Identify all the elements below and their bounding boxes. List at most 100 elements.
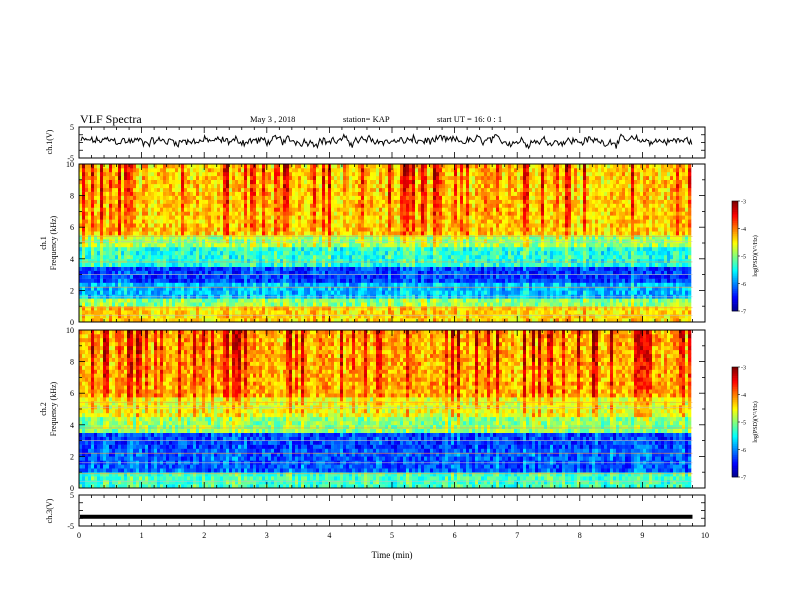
- spectrogram-cell: [550, 243, 554, 248]
- spectrogram-cell: [271, 258, 275, 263]
- spectrogram-cell: [295, 270, 299, 275]
- spectrogram-cell: [331, 306, 335, 311]
- spectrogram-cell: [379, 282, 383, 287]
- spectrogram-cell: [238, 282, 242, 287]
- spectrogram-cell: [175, 306, 179, 311]
- spectrogram-cell: [391, 314, 395, 319]
- spectrogram-cell: [559, 262, 563, 267]
- spectrogram-cell: [298, 243, 302, 248]
- spectrogram-cell: [115, 310, 119, 315]
- spectrogram-cell: [172, 278, 176, 283]
- spectrogram-cell: [583, 262, 587, 267]
- spectrogram-cell: [382, 306, 386, 311]
- spectrogram-cell: [211, 298, 215, 303]
- spectrogram-cell: [220, 274, 224, 279]
- spectrogram-cell: [247, 310, 251, 315]
- spectrogram-cell: [301, 298, 305, 303]
- spectrogram-cell: [574, 254, 578, 260]
- spectrogram-cell: [256, 266, 260, 271]
- spectrogram-cell: [208, 266, 212, 271]
- spectrogram-cell: [550, 266, 554, 271]
- spectrogram-cell: [313, 278, 317, 283]
- spectrogram-cell: [241, 290, 245, 295]
- spectrogram-cell: [418, 250, 422, 256]
- spectrogram-cell: [424, 310, 428, 315]
- spectrogram-cell: [685, 298, 689, 303]
- spectrogram-cell: [154, 258, 158, 263]
- spectrogram-cell: [373, 262, 377, 267]
- spectrogram-cell: [466, 270, 470, 275]
- spectrogram-cell: [298, 310, 302, 315]
- spectrogram-cell: [469, 254, 473, 260]
- spectrogram-cell: [154, 314, 158, 319]
- spectrogram-cell: [577, 310, 581, 315]
- spectrogram-cell: [271, 235, 275, 240]
- spectrogram-cell: [241, 278, 245, 283]
- spectrogram-cell: [334, 262, 338, 267]
- spectrogram-cell: [634, 278, 638, 283]
- spectrogram-cell: [148, 290, 152, 295]
- spectrogram-cell: [547, 298, 551, 303]
- spectrogram-cell: [295, 306, 299, 311]
- spectrogram-cell: [112, 246, 116, 252]
- spectrogram-cell: [349, 302, 353, 307]
- spectrogram-cell: [94, 227, 98, 232]
- spectrogram-cell: [499, 246, 503, 252]
- spectrogram-cell: [646, 290, 650, 295]
- spectrogram-cell: [406, 298, 410, 303]
- spectrogram-cell: [124, 250, 128, 256]
- spectrogram-cell: [487, 290, 491, 295]
- spectrogram-cell: [670, 306, 674, 311]
- spectrogram-cell: [586, 302, 590, 307]
- spectrogram-cell: [316, 302, 320, 307]
- spectrogram-cell: [436, 227, 440, 232]
- spectrogram-cell: [295, 250, 299, 256]
- spectrogram-cell: [586, 231, 590, 236]
- spectrogram-cell: [664, 298, 668, 303]
- spectrogram-cell: [538, 227, 542, 232]
- spectrogram-cell: [469, 306, 473, 311]
- spectrogram-cell: [166, 278, 170, 283]
- spectrogram-cell: [592, 258, 596, 263]
- spectrogram-cell: [676, 282, 680, 287]
- spectrogram-cell: [277, 266, 281, 271]
- spectrogram-cell: [343, 235, 347, 240]
- spectrogram-cell: [454, 231, 458, 236]
- spectrogram-cell: [88, 266, 92, 271]
- spectrogram-cell: [451, 250, 455, 256]
- spectrogram-cell: [655, 254, 659, 260]
- spectrogram-cell: [256, 258, 260, 263]
- spectrogram-cell: [628, 262, 632, 267]
- spectrogram-cell: [319, 246, 323, 252]
- spectrogram-cell: [559, 254, 563, 260]
- spectrogram-cell: [109, 250, 113, 256]
- spectrogram-cell: [439, 286, 443, 291]
- spectrogram-cell: [97, 235, 101, 240]
- spectrogram-cell: [625, 235, 629, 240]
- spectrogram-cell: [364, 243, 368, 248]
- spectrogram-cell: [169, 298, 173, 303]
- spectrogram-cell: [295, 227, 299, 232]
- spectrogram-cell: [532, 310, 536, 315]
- spectrogram-cell: [418, 246, 422, 252]
- spectrogram-cell: [136, 306, 140, 311]
- spectrogram-cell: [100, 286, 104, 291]
- spectrogram-cell: [325, 310, 329, 315]
- spectrogram-cell: [181, 278, 185, 283]
- spectrogram-cell: [436, 250, 440, 256]
- spectrogram-cell: [541, 306, 545, 311]
- spectrogram-cell: [97, 227, 101, 232]
- spectrogram-cell: [439, 243, 443, 248]
- spectrogram-cell: [619, 231, 623, 236]
- spectrogram-cell: [247, 227, 251, 232]
- spectrogram-cell: [127, 318, 131, 323]
- spectrogram-cell: [190, 302, 194, 307]
- spectrogram-cell: [376, 302, 380, 307]
- spectrogram-cell: [415, 258, 419, 263]
- spectrogram-cell: [331, 314, 335, 319]
- spectrogram-cell: [613, 258, 617, 263]
- spectrogram-cell: [391, 302, 395, 307]
- spectrogram-cell: [385, 250, 389, 256]
- spectrogram-cell: [295, 290, 299, 295]
- spectrogram-cell: [355, 250, 359, 256]
